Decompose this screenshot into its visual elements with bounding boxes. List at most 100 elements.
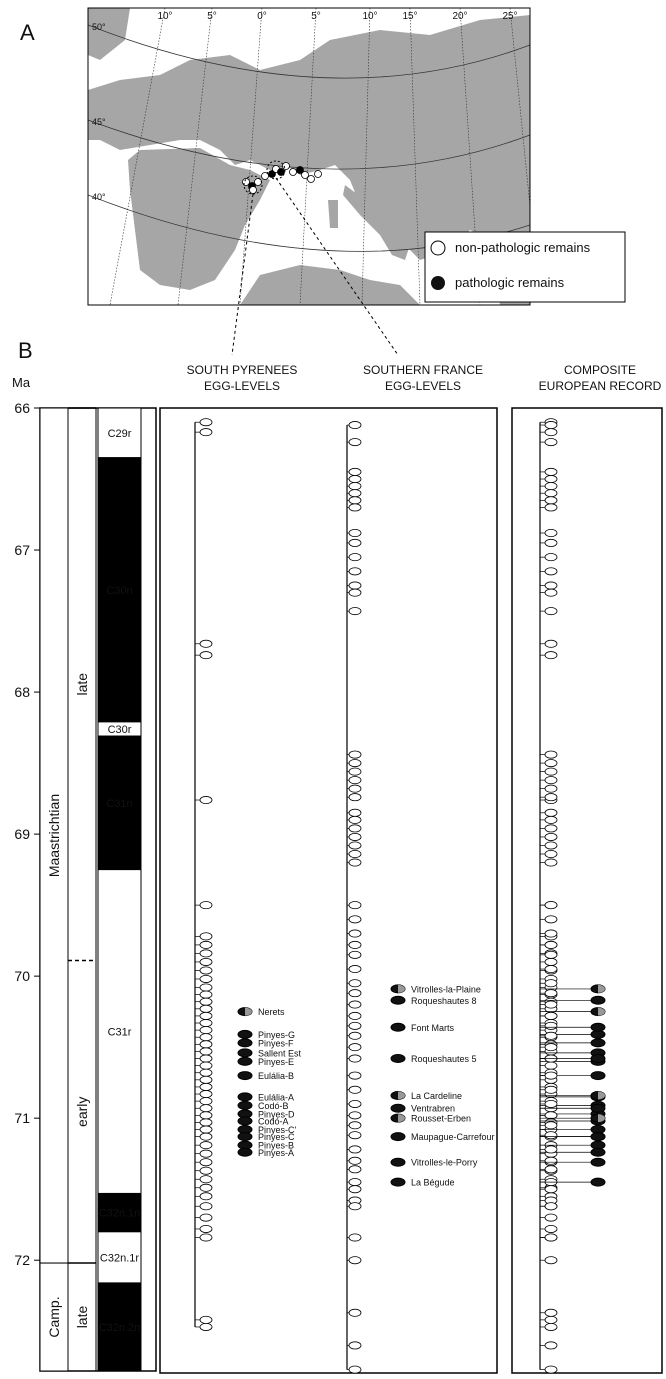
egg-level <box>199 1054 213 1063</box>
column-title: EGG-LEVELS <box>204 379 280 393</box>
pathologic-egg <box>590 1157 606 1167</box>
egg-level <box>199 1061 213 1070</box>
egg-level <box>348 989 362 998</box>
egg-level <box>348 915 362 924</box>
column-frame <box>511 407 663 1374</box>
egg-level <box>544 1011 558 1020</box>
egg-level <box>544 567 558 576</box>
pathologic-egg <box>237 1048 253 1058</box>
site-label: Pinyes-A <box>258 1148 294 1158</box>
egg-level <box>348 759 362 768</box>
egg-level <box>348 1000 362 1009</box>
egg-level <box>199 1322 213 1331</box>
egg-level <box>544 841 558 850</box>
pathologic-egg-half <box>598 1114 605 1123</box>
egg-level <box>199 796 213 805</box>
chron <box>97 1231 142 1284</box>
chron-label: C31n <box>106 798 132 810</box>
egg-level <box>348 815 362 824</box>
site-label: Rousset-Erben <box>411 1114 471 1124</box>
chron <box>97 1192 142 1233</box>
egg-level <box>348 808 362 817</box>
egg-level <box>199 1183 213 1192</box>
egg-level <box>348 1365 362 1374</box>
egg-level <box>199 1082 213 1091</box>
map-frame <box>87 7 531 306</box>
site-label: La Cardeline <box>411 1091 462 1101</box>
longitude-label: 25° <box>502 11 517 22</box>
egg-level <box>544 428 558 437</box>
egg-level <box>199 1213 213 1222</box>
egg-level <box>544 957 558 966</box>
egg-level <box>544 1165 558 1174</box>
column-frame <box>159 407 498 1374</box>
egg-level <box>348 841 362 850</box>
egg-level <box>348 538 362 547</box>
map <box>88 8 530 305</box>
legend-text: pathologic remains <box>455 275 565 290</box>
site-label: Pinyes-C <box>258 1132 295 1142</box>
egg-level <box>199 997 213 1006</box>
egg-level <box>199 1047 213 1056</box>
substage-label: early <box>74 1097 90 1127</box>
egg-level <box>348 1021 362 1030</box>
egg-level <box>199 1068 213 1077</box>
egg-level <box>544 1365 558 1374</box>
pathologic-egg <box>237 1071 253 1081</box>
pathologic-egg-half <box>598 1007 605 1016</box>
legend-marker <box>431 276 445 290</box>
egg-level <box>199 901 213 910</box>
pathologic-egg <box>590 1038 606 1048</box>
egg-level <box>348 1202 362 1211</box>
egg-level <box>199 1118 213 1127</box>
egg-level <box>348 1121 362 1130</box>
egg-level <box>348 528 362 537</box>
latitude-label: 45° <box>92 117 106 127</box>
egg-level <box>544 858 558 867</box>
egg-level <box>199 1175 213 1184</box>
egg-level <box>544 750 558 759</box>
egg-level <box>199 1026 213 1035</box>
egg-level <box>544 1021 558 1030</box>
pathologic-egg <box>390 1103 406 1113</box>
pathologic-egg <box>390 1054 406 1064</box>
egg-level <box>348 1031 362 1040</box>
egg-level <box>199 974 213 983</box>
chron-label: C32n.1n <box>99 1208 141 1220</box>
egg-level <box>348 940 362 949</box>
egg-level <box>544 1061 558 1070</box>
egg-level <box>544 929 558 938</box>
site-label: Pinyes-B <box>258 1141 294 1151</box>
egg-level <box>544 759 558 768</box>
pathologic-egg <box>390 995 406 1005</box>
site-label: Sallent Est <box>258 1048 302 1058</box>
egg-level <box>544 1308 558 1317</box>
egg-level <box>544 553 558 562</box>
egg-level <box>348 1011 362 1020</box>
egg-level <box>199 990 213 999</box>
stage-label: Camp. <box>46 1296 62 1337</box>
tick-label: 68 <box>14 684 30 700</box>
site-label: Maupague-Carrefour <box>411 1132 495 1142</box>
egg-level <box>544 581 558 590</box>
egg-level <box>348 1043 362 1052</box>
egg-level <box>544 784 558 793</box>
egg-level <box>544 482 558 491</box>
egg-level <box>544 1224 558 1233</box>
site-label: Pinyes-F <box>258 1038 294 1048</box>
land <box>88 8 530 305</box>
egg-level <box>348 1071 362 1080</box>
chron-label: C30n <box>106 585 132 597</box>
chron <box>97 735 142 871</box>
egg-level <box>544 950 558 959</box>
egg-level <box>348 901 362 910</box>
pathologic-egg <box>237 1147 253 1157</box>
egg-level <box>348 496 362 505</box>
egg-level <box>199 1033 213 1042</box>
legend-marker <box>430 240 446 256</box>
egg-level <box>348 1178 362 1187</box>
egg-level <box>348 858 362 867</box>
egg-level <box>199 932 213 941</box>
egg-level <box>544 1185 558 1194</box>
site-label: Roqueshautes 5 <box>411 1054 477 1064</box>
